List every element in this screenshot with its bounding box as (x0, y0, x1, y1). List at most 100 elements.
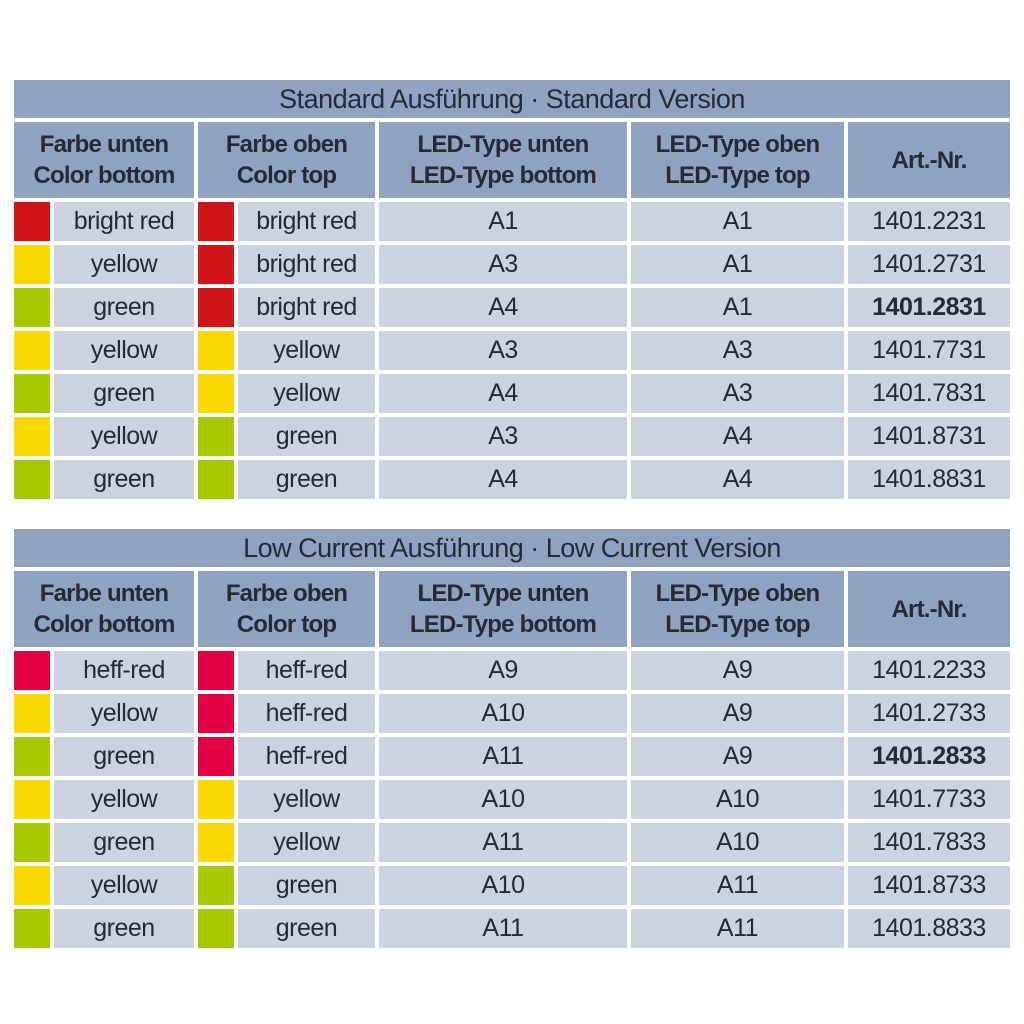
led-type-bottom-cell: A10 (379, 780, 627, 819)
color-top-label: yellow (238, 374, 375, 413)
led-type-top-cell: A9 (631, 651, 844, 690)
color-top-label: yellow (238, 331, 375, 370)
color-top-cell: green (198, 909, 375, 948)
color-bottom-label: yellow (54, 780, 194, 819)
table-row: heff-red heff-red A9 A9 1401.2233 (14, 651, 1010, 690)
led-type-top-cell: A9 (631, 694, 844, 733)
led-type-top-cell: A3 (631, 374, 844, 413)
column-header-row: Farbe unten Color bottom Farbe oben Colo… (14, 122, 1010, 198)
color-bottom-swatch (14, 823, 50, 862)
color-top-swatch (198, 694, 234, 733)
color-top-cell: green (198, 417, 375, 456)
column-header-art-nr: Art.-Nr. (848, 122, 1010, 198)
color-top-cell: heff-red (198, 651, 375, 690)
table-row: yellow yellow A10 A10 1401.7733 (14, 780, 1010, 819)
column-header-color-bottom: Farbe unten Color bottom (14, 571, 194, 647)
color-top-cell: bright red (198, 202, 375, 241)
color-bottom-cell: yellow (14, 780, 194, 819)
color-top-label: green (238, 909, 375, 948)
art-nr-cell: 1401.2733 (848, 694, 1010, 733)
color-top-swatch (198, 823, 234, 862)
color-bottom-label: green (54, 737, 194, 776)
header-line-de: LED-Type unten (417, 131, 589, 158)
color-top-swatch (198, 737, 234, 776)
color-top-swatch (198, 374, 234, 413)
header-line-de: LED-Type oben (655, 580, 821, 607)
color-top-swatch (198, 651, 234, 690)
table-title: Low Current Ausführung · Low Current Ver… (14, 529, 1010, 567)
led-type-top-cell: A11 (631, 866, 844, 905)
table-row: bright red bright red A1 A1 1401.2231 (14, 202, 1010, 241)
header-line-en: LED-Type top (665, 611, 810, 638)
table-row: yellow yellow A3 A3 1401.7731 (14, 331, 1010, 370)
art-nr-cell: 1401.2231 (848, 202, 1010, 241)
color-bottom-swatch (14, 331, 50, 370)
color-bottom-label: green (54, 374, 194, 413)
color-top-swatch (198, 780, 234, 819)
color-bottom-label: heff-red (54, 651, 194, 690)
led-type-top-cell: A1 (631, 202, 844, 241)
art-nr-cell: 1401.2831 (848, 288, 1010, 327)
led-type-top-cell: A10 (631, 780, 844, 819)
table-row: green yellow A11 A10 1401.7833 (14, 823, 1010, 862)
color-top-label: heff-red (238, 694, 375, 733)
art-nr-cell: 1401.8833 (848, 909, 1010, 948)
art-nr-cell: 1401.8733 (848, 866, 1010, 905)
header-line-en: Color bottom (33, 162, 175, 189)
led-type-top-cell: A1 (631, 245, 844, 284)
led-type-bottom-cell: A10 (379, 694, 627, 733)
column-header-led-type-bottom: LED-Type unten LED-Type bottom (379, 122, 627, 198)
color-bottom-swatch (14, 288, 50, 327)
led-type-bottom-cell: A4 (379, 288, 627, 327)
table-row: green yellow A4 A3 1401.7831 (14, 374, 1010, 413)
art-nr-cell: 1401.2833 (848, 737, 1010, 776)
color-top-cell: bright red (198, 245, 375, 284)
color-top-cell: bright red (198, 288, 375, 327)
color-top-swatch (198, 331, 234, 370)
color-bottom-cell: heff-red (14, 651, 194, 690)
color-bottom-label: green (54, 909, 194, 948)
color-top-cell: green (198, 866, 375, 905)
table-title: Standard Ausführung · Standard Version (14, 80, 1010, 118)
standard-version-table: Standard Ausführung · Standard Version F… (14, 80, 1010, 499)
led-type-bottom-cell: A11 (379, 909, 627, 948)
art-nr-cell: 1401.7733 (848, 780, 1010, 819)
header-line-de: Art.-Nr. (891, 146, 968, 174)
color-bottom-swatch (14, 417, 50, 456)
color-top-swatch (198, 202, 234, 241)
art-nr-cell: 1401.7831 (848, 374, 1010, 413)
header-line-de: LED-Type oben (655, 131, 821, 158)
color-top-label: green (238, 417, 375, 456)
table-body: heff-red heff-red A9 A9 1401.2233 yellow… (14, 651, 1010, 948)
color-bottom-swatch (14, 460, 50, 499)
header-line-en: Color top (236, 162, 337, 189)
led-type-top-cell: A4 (631, 460, 844, 499)
color-bottom-label: yellow (54, 694, 194, 733)
led-type-top-cell: A1 (631, 288, 844, 327)
color-bottom-cell: green (14, 460, 194, 499)
color-bottom-cell: green (14, 374, 194, 413)
header-line-en: LED-Type top (665, 162, 810, 189)
color-top-swatch (198, 417, 234, 456)
header-line-de: LED-Type unten (417, 580, 589, 607)
led-type-top-cell: A9 (631, 737, 844, 776)
color-top-label: bright red (238, 202, 375, 241)
header-line-de: Farbe oben (225, 580, 348, 607)
color-top-swatch (198, 245, 234, 284)
header-line-de: Farbe unten (39, 580, 169, 607)
color-bottom-cell: yellow (14, 331, 194, 370)
led-type-bottom-cell: A10 (379, 866, 627, 905)
led-type-bottom-cell: A4 (379, 460, 627, 499)
color-bottom-label: green (54, 823, 194, 862)
color-bottom-label: yellow (54, 245, 194, 284)
color-top-swatch (198, 866, 234, 905)
color-bottom-swatch (14, 694, 50, 733)
color-bottom-cell: green (14, 288, 194, 327)
color-bottom-swatch (14, 866, 50, 905)
led-type-top-cell: A11 (631, 909, 844, 948)
led-type-top-cell: A10 (631, 823, 844, 862)
color-top-cell: green (198, 460, 375, 499)
column-header-led-type-top: LED-Type oben LED-Type top (631, 122, 844, 198)
color-bottom-swatch (14, 245, 50, 284)
art-nr-cell: 1401.2233 (848, 651, 1010, 690)
